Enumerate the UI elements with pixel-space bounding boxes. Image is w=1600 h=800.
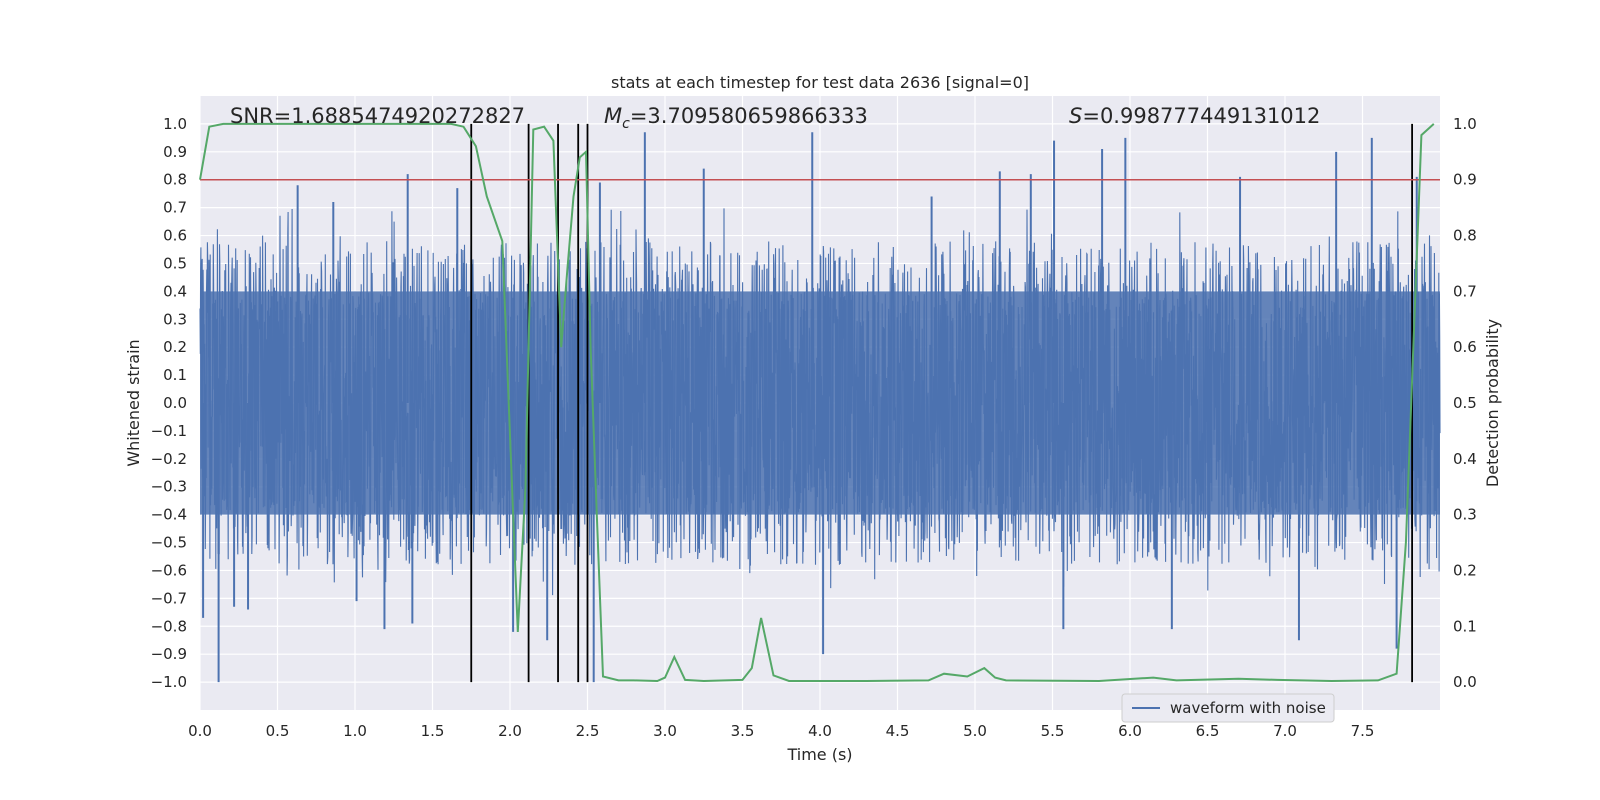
x-tick-label: 6.0	[1118, 722, 1142, 740]
mc-value: =3.709580659866333	[630, 104, 868, 128]
y-tick-label: 0.7	[163, 199, 187, 217]
y-tick-labels: −1.0 −0.9 −0.8 −0.7 −0.6 −0.5 −0.4 −0.3 −0.2 −0.1…	[151, 115, 187, 691]
y2-tick-label: 0.2	[1453, 561, 1477, 579]
y-tick-label: −0.1	[151, 422, 187, 440]
y-tick-label: −0.9	[151, 645, 187, 663]
y2-tick-labels: 0.0 0.1 0.2 0.3 0.4 0.5 0.6 0.7 0.8 0.9 1.0	[1453, 115, 1477, 691]
y-tick-label: 0.0	[163, 394, 187, 412]
chart-title: stats at each timestep for test data 263…	[611, 73, 1029, 92]
x-tick-label: 7.5	[1351, 722, 1375, 740]
y-tick-label: −0.4	[151, 506, 187, 524]
y2-tick-label: 0.5	[1453, 394, 1477, 412]
s-value: =0.998777449131012	[1082, 104, 1320, 128]
legend-box	[1121, 693, 1335, 723]
y-tick-label: 1.0	[163, 115, 187, 133]
x-tick-label: 3.5	[731, 722, 755, 740]
y-tick-label: −0.6	[151, 561, 187, 579]
y-tick-label: 0.8	[163, 171, 187, 189]
y-tick-label: 0.2	[163, 338, 187, 356]
y2-tick-label: 0.1	[1453, 617, 1477, 635]
y-tick-label: −1.0	[151, 673, 187, 691]
x-tick-label: 2.0	[498, 722, 522, 740]
y-tick-label: 0.3	[163, 310, 187, 328]
x-tick-label: 0.0	[188, 722, 212, 740]
y-tick-label: 0.1	[163, 366, 187, 384]
x-tick-label: 2.5	[576, 722, 600, 740]
x-tick-label: 3.0	[653, 722, 677, 740]
legend-label: waveform with noise	[1170, 699, 1326, 717]
x-tick-label: 6.5	[1196, 722, 1220, 740]
x-tick-label: 7.0	[1273, 722, 1297, 740]
x-tick-label: 5.0	[963, 722, 987, 740]
x-tick-label: 1.0	[343, 722, 367, 740]
probability-series	[199, 122, 1435, 683]
y-axis-label: Whitened strain	[124, 339, 143, 466]
mc-annotation: Mc=3.709580659866333	[604, 104, 868, 132]
probability-line	[199, 122, 1435, 683]
waveform-body	[200, 291, 1440, 515]
x-tick-label: 4.5	[886, 722, 910, 740]
x-tick-labels: 0.0 0.5 1.0 1.5 2.0 2.5 3.0 3.5 4.0 4.5 5.0 5.5 6.0 6…	[188, 722, 1374, 740]
x-axis-label: Time (s)	[786, 745, 852, 764]
y-tick-label: −0.5	[151, 534, 187, 552]
y-tick-label: −0.2	[151, 450, 187, 468]
y2-tick-label: 0.6	[1453, 338, 1477, 356]
y-tick-label: −0.7	[151, 589, 187, 607]
y2-tick-label: 1.0	[1453, 115, 1477, 133]
y2-tick-label: 0.3	[1453, 506, 1477, 524]
y-tick-label: 0.4	[163, 282, 187, 300]
snr-annotation: SNR=1.6885474920272827	[230, 104, 525, 128]
y2-tick-label: 0.4	[1453, 450, 1477, 468]
legend: waveform with noise	[1121, 693, 1335, 723]
waveform-series	[199, 132, 1441, 683]
x-tick-label: 0.5	[266, 722, 290, 740]
y2-tick-label: 0.0	[1453, 673, 1477, 691]
y2-tick-label: 0.7	[1453, 282, 1477, 300]
s-annotation: S=0.998777449131012	[1069, 104, 1320, 128]
x-tick-label: 5.5	[1041, 722, 1065, 740]
y2-tick-label: 0.8	[1453, 227, 1477, 245]
y2-tick-label: 0.9	[1453, 171, 1477, 189]
y-tick-label: −0.3	[151, 478, 187, 496]
y-tick-label: 0.6	[163, 227, 187, 245]
y2-axis-label: Detection probability	[1483, 319, 1502, 487]
y-tick-label: 0.9	[163, 143, 187, 161]
y-tick-label: 0.5	[163, 254, 187, 272]
y-tick-label: −0.8	[151, 617, 187, 635]
x-tick-label: 1.5	[421, 722, 445, 740]
x-tick-label: 4.0	[808, 722, 832, 740]
